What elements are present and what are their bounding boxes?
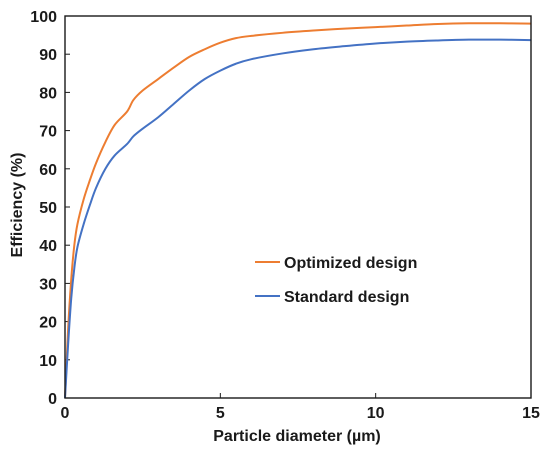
series-line-optimized	[64, 22, 532, 399]
legend-label-standard: Standard design	[284, 289, 409, 306]
y-tick-label: 40	[39, 238, 57, 255]
y-tick-label: 60	[39, 162, 57, 179]
y-tick-label: 30	[39, 276, 57, 293]
y-axis-ticks: 0 10 20 30 40 50 60 70 80 90 100	[30, 9, 70, 408]
series-line-standard	[64, 38, 532, 399]
y-axis-title: Efficiency (%)	[9, 153, 26, 258]
legend: Optimized design Standard design	[255, 255, 417, 306]
legend-label-optimized: Optimized design	[284, 255, 417, 272]
x-tick-label: 15	[522, 405, 540, 422]
x-axis-title: Particle diameter (µm)	[213, 428, 381, 445]
y-tick-label: 0	[48, 391, 57, 408]
y-tick-label: 90	[39, 47, 57, 64]
y-tick-label: 50	[39, 200, 57, 217]
y-tick-label: 70	[39, 124, 57, 141]
series-layer	[64, 22, 532, 399]
y-tick-label: 10	[39, 353, 57, 370]
plot-frame	[64, 15, 532, 399]
y-tick-label: 80	[39, 85, 57, 102]
x-tick-label: 0	[61, 405, 70, 422]
y-tick-label: 20	[39, 315, 57, 332]
x-tick-label: 10	[367, 405, 385, 422]
y-tick-label: 100	[30, 9, 57, 26]
x-tick-label: 5	[216, 405, 225, 422]
